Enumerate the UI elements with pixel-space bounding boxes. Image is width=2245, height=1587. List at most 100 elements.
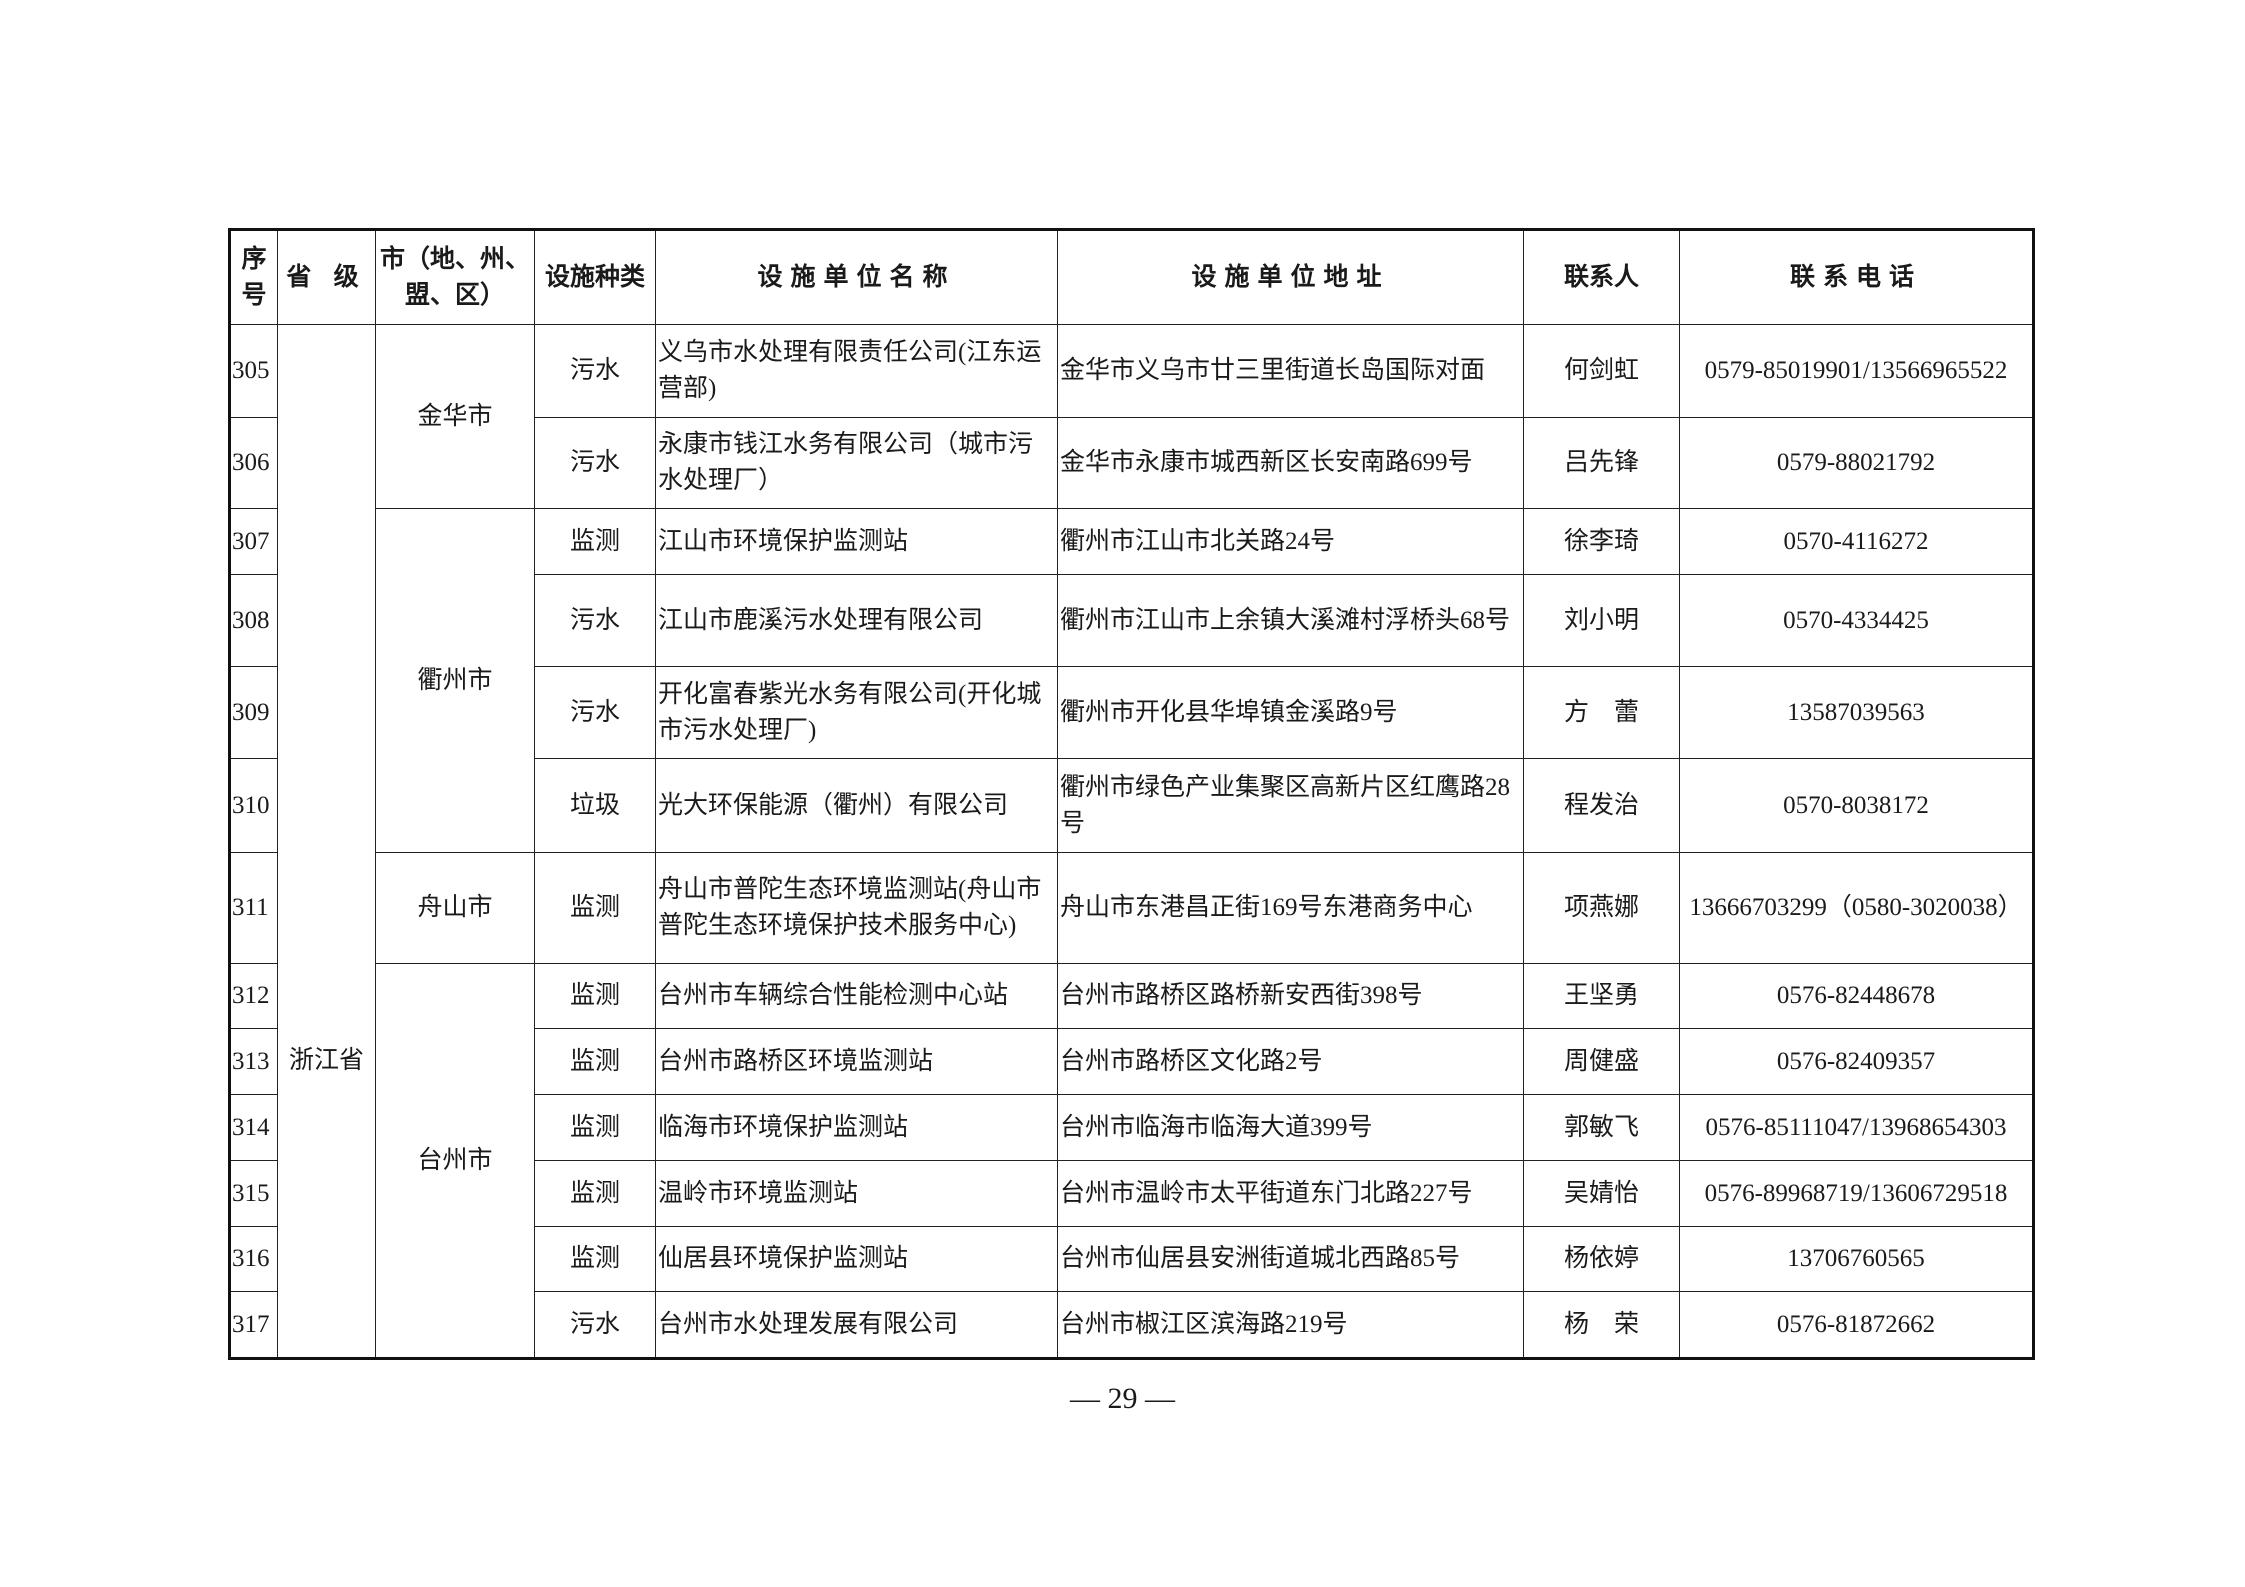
table-row: 307 衢州市 监测 江山市环境保护监测站 衢州市江山市北关路24号 徐李琦 0570-41… [229, 508, 2034, 853]
header-seq: 序号 [229, 229, 278, 325]
facility-name: 义乌市水处理有限责任公司(江东运营部) [655, 324, 1058, 418]
province-cell: 浙江省 [277, 324, 376, 1359]
contact-phone: 0579-88021792 [1679, 417, 2034, 509]
facility-type: 监测 [534, 1226, 656, 1292]
table-row: 306 污水 永康市钱江水务有限公司（城市污水处理厂） 金华市永康市城西新区长安南路6… [229, 417, 2034, 509]
row-seq: 311 [229, 852, 278, 964]
facility-address: 衢州市开化县华埠镇金溪路9号 [1057, 666, 1524, 759]
facility-table: 序号 省 级 市（地、州、盟、区） 设施种类 设施单位名称 设施单位地址 联系人… [228, 228, 2035, 1360]
contact-phone: 0576-81872662 [1679, 1291, 2034, 1359]
facility-address: 台州市温岭市太平街道东门北路227号 [1057, 1160, 1524, 1227]
facility-name: 临海市环境保护监测站 [655, 1094, 1058, 1161]
row-seq: 317 [229, 1291, 278, 1359]
city-cell: 舟山市 [375, 852, 535, 964]
facility-address: 台州市椒江区滨海路219号 [1057, 1291, 1524, 1359]
facility-type: 污水 [534, 666, 656, 759]
row-seq: 308 [229, 574, 278, 667]
header-type: 设施种类 [534, 229, 656, 325]
facility-type: 污水 [534, 324, 656, 418]
row-seq: 307 [229, 508, 278, 575]
contact-phone: 0570-4116272 [1679, 508, 2034, 575]
facility-name: 台州市路桥区环境监测站 [655, 1028, 1058, 1095]
contact-person: 方 蕾 [1523, 666, 1680, 759]
facility-address: 金华市义乌市廿三里街道长岛国际对面 [1057, 324, 1524, 418]
contact-phone: 0576-89968719/13606729518 [1679, 1160, 2034, 1227]
contact-person: 杨依婷 [1523, 1226, 1680, 1292]
facility-type: 监测 [534, 852, 656, 964]
facility-address: 舟山市东港昌正街169号东港商务中心 [1057, 852, 1524, 964]
contact-person: 吕先锋 [1523, 417, 1680, 509]
table-body: 305 浙江省 金华市 污水 义乌市水处理有限责任公司(江东运营部) 金华市义乌市廿三里街… [229, 324, 2034, 1359]
row-seq: 316 [229, 1226, 278, 1292]
contact-person: 郭敏飞 [1523, 1094, 1680, 1161]
city-cell: 金华市 [375, 324, 535, 509]
header-name: 设施单位名称 [655, 229, 1058, 325]
facility-address: 台州市路桥区文化路2号 [1057, 1028, 1524, 1095]
contact-person: 刘小明 [1523, 574, 1680, 667]
facility-name: 光大环保能源（衢州）有限公司 [655, 758, 1058, 853]
header-row: 序号 省 级 市（地、州、盟、区） 设施种类 设施单位名称 设施单位地址 联系人… [229, 229, 2034, 325]
contact-person: 徐李琦 [1523, 508, 1680, 575]
row-seq: 314 [229, 1094, 278, 1161]
header-phone: 联系电话 [1679, 229, 2034, 325]
contact-phone: 0576-82409357 [1679, 1028, 2034, 1095]
facility-type: 监测 [534, 1160, 656, 1227]
row-seq: 313 [229, 1028, 278, 1095]
row-seq: 315 [229, 1160, 278, 1227]
contact-person: 杨 荣 [1523, 1291, 1680, 1359]
facility-address: 台州市仙居县安洲街道城北西路85号 [1057, 1226, 1524, 1292]
contact-phone: 13666703299（0580-3020038） [1679, 852, 2034, 964]
facility-type: 监测 [534, 963, 656, 1029]
table-row: 316 监测 仙居县环境保护监测站 台州市仙居县安洲街道城北西路85号 杨依婷 13706… [229, 1226, 2034, 1292]
header-province: 省 级 [277, 229, 376, 325]
contact-person: 何剑虹 [1523, 324, 1680, 418]
facility-type: 监测 [534, 1094, 656, 1161]
facility-address: 金华市永康市城西新区长安南路699号 [1057, 417, 1524, 509]
table-row: 309 污水 开化富春紫光水务有限公司(开化城市污水处理厂) 衢州市开化县华埠镇金溪路… [229, 666, 2034, 759]
facility-type: 监测 [534, 1028, 656, 1095]
facility-type: 垃圾 [534, 758, 656, 853]
row-seq: 310 [229, 758, 278, 853]
table-row: 310 垃圾 光大环保能源（衢州）有限公司 衢州市绿色产业集聚区高新片区红鹰路28号程… [229, 758, 2034, 853]
city-cell: 衢州市 [375, 508, 535, 853]
facility-address: 衢州市江山市上余镇大溪滩村浮桥头68号 [1057, 574, 1524, 667]
facility-type: 污水 [534, 574, 656, 667]
contact-phone: 0576-82448678 [1679, 963, 2034, 1029]
contact-phone: 13706760565 [1679, 1226, 2034, 1292]
contact-person: 周健盛 [1523, 1028, 1680, 1095]
facility-name: 温岭市环境监测站 [655, 1160, 1058, 1227]
table-row: 305 浙江省 金华市 污水 义乌市水处理有限责任公司(江东运营部) 金华市义乌市廿三里街… [229, 324, 2034, 1359]
facility-type: 污水 [534, 1291, 656, 1359]
facility-name: 台州市水处理发展有限公司 [655, 1291, 1058, 1359]
contact-phone: 13587039563 [1679, 666, 2034, 759]
table-row: 314 监测 临海市环境保护监测站 台州市临海市临海大道399号 郭敏飞 0576-851… [229, 1094, 2034, 1161]
facility-name: 江山市环境保护监测站 [655, 508, 1058, 575]
row-seq: 306 [229, 417, 278, 509]
city-cell: 台州市 [375, 963, 535, 1359]
row-seq: 305 [229, 324, 278, 418]
contact-person: 程发治 [1523, 758, 1680, 853]
header-contact: 联系人 [1523, 229, 1680, 325]
facility-name: 永康市钱江水务有限公司（城市污水处理厂） [655, 417, 1058, 509]
facility-address: 衢州市绿色产业集聚区高新片区红鹰路28号 [1057, 758, 1524, 853]
contact-phone: 0579-85019901/13566965522 [1679, 324, 2034, 418]
table-row: 313 监测 台州市路桥区环境监测站 台州市路桥区文化路2号 周健盛 0576-82409… [229, 1028, 2034, 1095]
contact-person: 项燕娜 [1523, 852, 1680, 964]
facility-name: 舟山市普陀生态环境监测站(舟山市普陀生态环境保护技术服务中心) [655, 852, 1058, 964]
row-seq: 309 [229, 666, 278, 759]
contact-phone: 0570-4334425 [1679, 574, 2034, 667]
table-row: 308 污水 江山市鹿溪污水处理有限公司 衢州市江山市上余镇大溪滩村浮桥头68号 刘小明… [229, 574, 2034, 667]
row-seq: 312 [229, 963, 278, 1029]
facility-address: 台州市临海市临海大道399号 [1057, 1094, 1524, 1161]
facility-name: 台州市车辆综合性能检测中心站 [655, 963, 1058, 1029]
facility-name: 仙居县环境保护监测站 [655, 1226, 1058, 1292]
table-row: 317 污水 台州市水处理发展有限公司 台州市椒江区滨海路219号杨 荣 0576-81… [229, 1291, 2034, 1359]
table-row: 311 舟山市 监测 舟山市普陀生态环境监测站(舟山市普陀生态环境保护技术服务中心) 舟… [229, 852, 2034, 964]
facility-name: 开化富春紫光水务有限公司(开化城市污水处理厂) [655, 666, 1058, 759]
page-number: — 29 — [1070, 1382, 1175, 1415]
contact-person: 吴婧怡 [1523, 1160, 1680, 1227]
facility-type: 污水 [534, 417, 656, 509]
facility-name: 江山市鹿溪污水处理有限公司 [655, 574, 1058, 667]
facility-type: 监测 [534, 508, 656, 575]
contact-phone: 0570-8038172 [1679, 758, 2034, 853]
